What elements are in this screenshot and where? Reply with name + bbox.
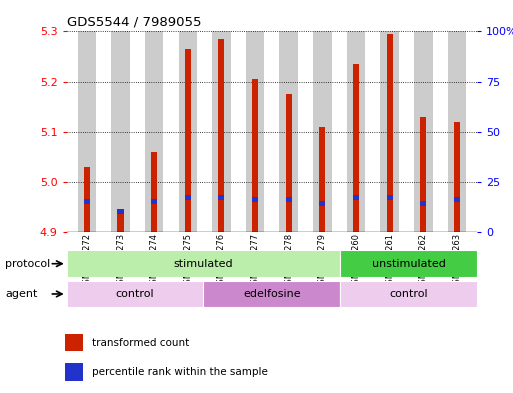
Bar bbox=[151, 152, 157, 232]
Text: protocol: protocol bbox=[5, 259, 50, 269]
Text: agent: agent bbox=[5, 289, 37, 299]
Bar bbox=[67, 281, 204, 307]
Bar bbox=[84, 167, 90, 232]
Bar bbox=[313, 31, 331, 232]
Bar bbox=[212, 31, 231, 232]
Bar bbox=[185, 195, 191, 200]
Bar bbox=[185, 49, 191, 232]
Bar bbox=[286, 94, 292, 232]
Bar bbox=[353, 64, 359, 232]
Bar bbox=[151, 199, 157, 204]
Bar bbox=[340, 281, 477, 307]
Bar bbox=[145, 31, 164, 232]
Bar bbox=[347, 31, 365, 232]
Bar bbox=[77, 31, 96, 232]
Bar bbox=[353, 195, 359, 200]
Bar bbox=[448, 31, 466, 232]
Bar bbox=[286, 197, 292, 202]
Bar bbox=[65, 363, 83, 381]
Bar bbox=[454, 121, 460, 232]
Text: edelfosine: edelfosine bbox=[243, 289, 301, 299]
Bar bbox=[117, 212, 124, 232]
Bar bbox=[319, 127, 325, 232]
Text: GDS5544 / 7989055: GDS5544 / 7989055 bbox=[67, 16, 201, 29]
Bar bbox=[65, 334, 83, 351]
Text: unstimulated: unstimulated bbox=[372, 259, 446, 269]
Bar bbox=[280, 31, 298, 232]
Bar bbox=[246, 31, 264, 232]
Bar bbox=[387, 34, 392, 232]
Bar bbox=[252, 197, 258, 202]
Text: transformed count: transformed count bbox=[92, 338, 189, 347]
Bar bbox=[454, 197, 460, 202]
Text: percentile rank within the sample: percentile rank within the sample bbox=[92, 367, 268, 377]
Bar bbox=[219, 39, 225, 232]
Bar bbox=[387, 195, 392, 200]
Bar bbox=[179, 31, 197, 232]
Bar bbox=[219, 195, 225, 200]
Text: control: control bbox=[116, 289, 154, 299]
Text: control: control bbox=[389, 289, 428, 299]
Bar bbox=[111, 31, 130, 232]
Bar bbox=[204, 281, 340, 307]
Bar bbox=[340, 250, 477, 277]
Bar bbox=[84, 199, 90, 204]
Bar bbox=[252, 79, 258, 232]
Bar bbox=[319, 201, 325, 206]
Bar bbox=[420, 117, 426, 232]
Bar bbox=[414, 31, 432, 232]
Bar bbox=[380, 31, 399, 232]
Bar bbox=[67, 250, 340, 277]
Bar bbox=[117, 209, 124, 214]
Text: stimulated: stimulated bbox=[174, 259, 233, 269]
Bar bbox=[420, 201, 426, 206]
